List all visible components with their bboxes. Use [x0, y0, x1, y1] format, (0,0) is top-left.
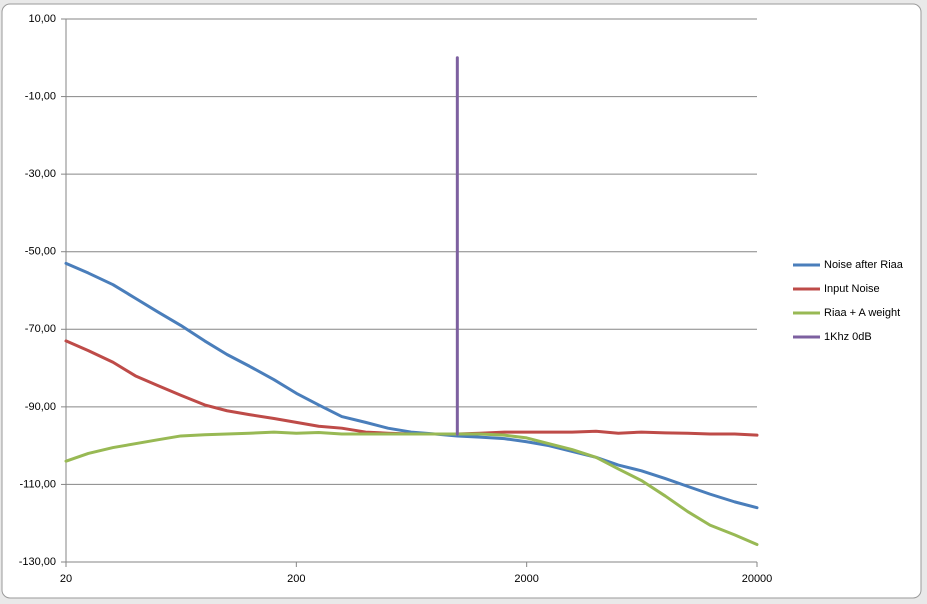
y-tick-label: 10,00: [28, 13, 56, 25]
y-tick-label: -110,00: [20, 478, 57, 490]
x-tick-label: 200: [287, 573, 305, 585]
legend-label: Input Noise: [824, 283, 880, 295]
legend-label: Noise after Riaa: [824, 259, 904, 271]
chart-area: [1, 3, 922, 599]
y-tick-label: -90,00: [25, 401, 56, 413]
x-tick-label: 20: [60, 573, 72, 585]
y-tick-label: -130,00: [19, 556, 56, 568]
legend-label: 1Khz 0dB: [824, 331, 872, 343]
x-tick-label: 2000: [514, 573, 538, 585]
y-tick-label: -70,00: [25, 323, 56, 335]
series-line: [64, 261, 759, 510]
y-tick-label: -50,00: [25, 246, 56, 258]
y-tick-label: -30,00: [25, 168, 56, 180]
legend-label: Riaa + A weight: [824, 307, 900, 319]
series-line: [64, 430, 759, 547]
x-tick-label: 20000: [742, 573, 773, 585]
y-tick-label: -10,00: [25, 90, 56, 102]
